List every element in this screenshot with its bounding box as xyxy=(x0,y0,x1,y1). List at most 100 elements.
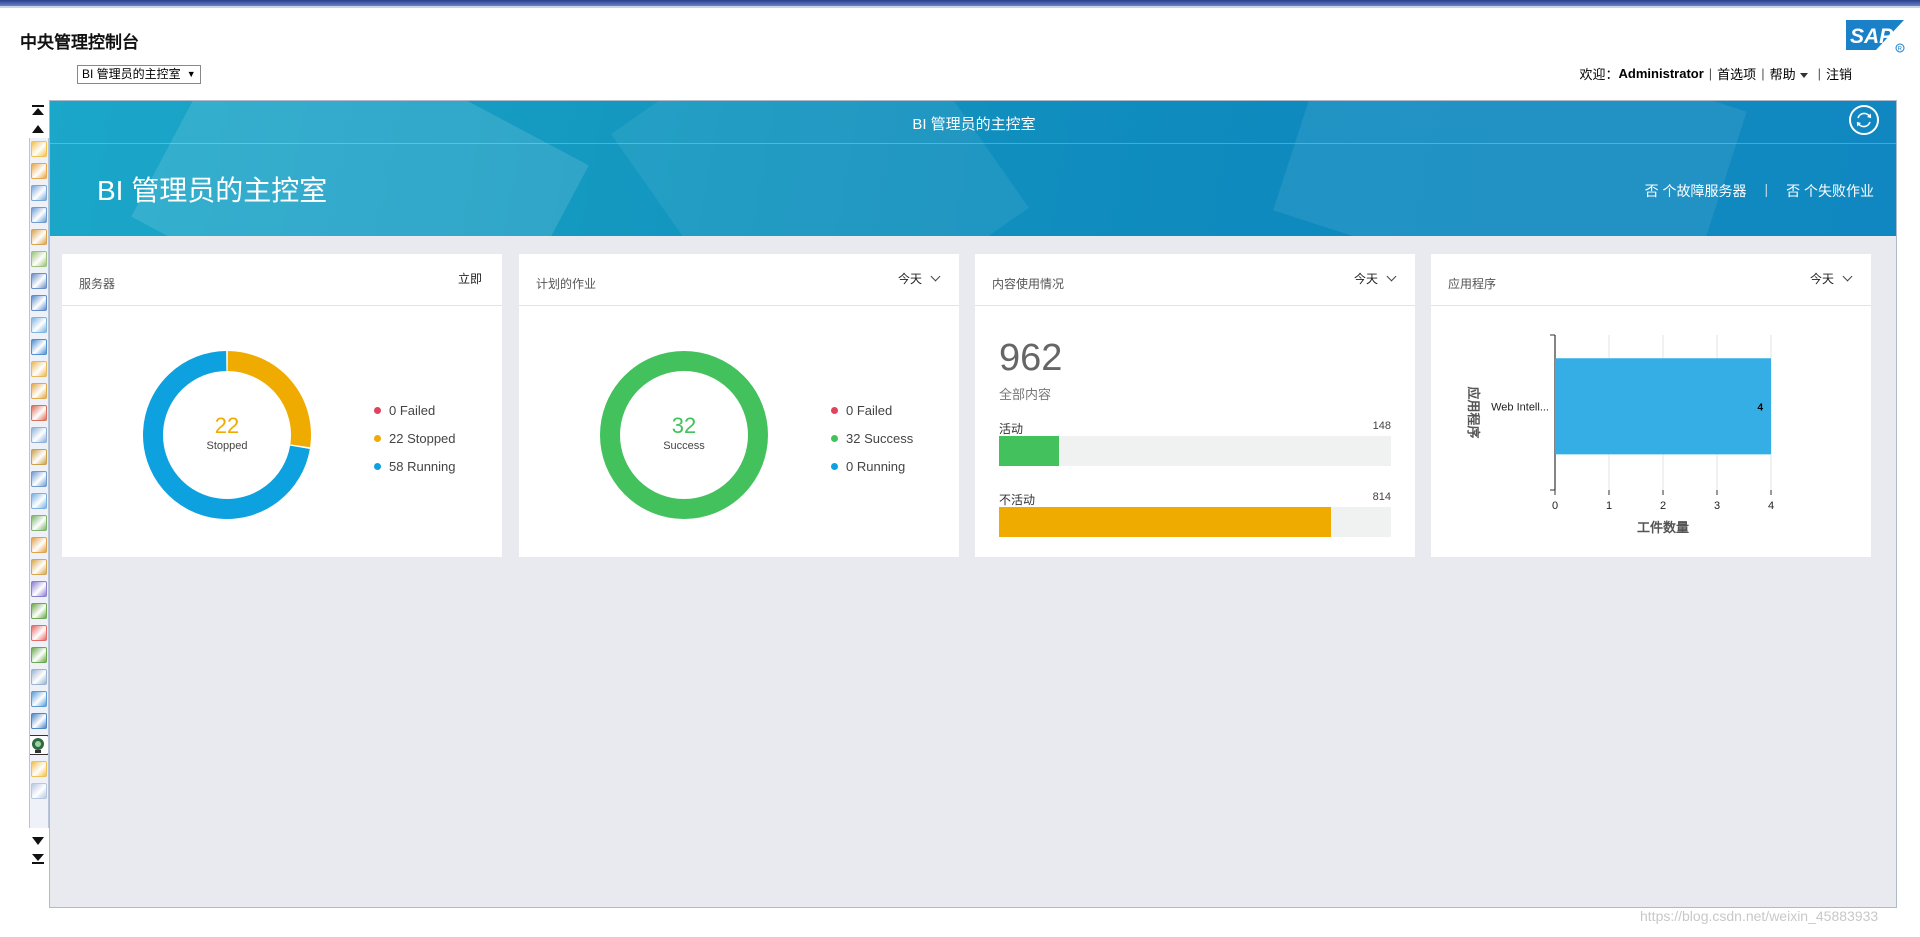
refresh-icon xyxy=(1856,112,1872,128)
legend-item-failed: 0 Failed xyxy=(831,396,913,424)
donut-slice-running xyxy=(143,351,310,519)
card-title: 内容使用情况 xyxy=(992,277,1065,291)
scroll-up-icon[interactable] xyxy=(30,122,46,136)
legend-dot-icon xyxy=(831,406,838,414)
rail-tool-icon[interactable] xyxy=(30,735,48,755)
dropdown-arrow-icon: ▼ xyxy=(186,69,196,79)
control-label: 今天 xyxy=(1353,272,1378,286)
y-axis-label: 应用程序 xyxy=(1466,386,1481,438)
rail-tool-icon[interactable] xyxy=(31,383,47,399)
chevron-down-icon xyxy=(930,271,941,282)
rail-tool-icon[interactable] xyxy=(31,295,47,311)
card-header: 计划的作业 今天 xyxy=(519,254,959,306)
legend-dot-icon xyxy=(831,462,838,470)
active-label: 活动 xyxy=(999,422,1024,436)
inactive-bar-fill xyxy=(999,507,1331,537)
banner-subtitle: BI 管理员的主控室 xyxy=(912,116,1036,133)
rail-tool-icon[interactable] xyxy=(31,647,47,663)
chevron-down-icon xyxy=(1386,271,1397,282)
watermark: https://blog.csdn.net/weixin_45883933 xyxy=(1640,908,1879,924)
servers-refresh-control[interactable]: 立即 xyxy=(458,270,482,287)
legend-item-stopped: 22 Stopped xyxy=(374,424,456,452)
app-title: 中央管理控制台 xyxy=(20,33,139,52)
legend-label: 0 Failed xyxy=(846,402,893,418)
control-label: 立即 xyxy=(457,272,482,286)
help-caret-icon xyxy=(1799,73,1808,79)
rail-tool-icon[interactable] xyxy=(31,273,47,289)
scroll-top-icon[interactable] xyxy=(30,104,46,118)
content-period-dropdown[interactable]: 今天 xyxy=(1353,270,1397,287)
legend-item-success: 32 Success xyxy=(831,424,913,452)
x-tick-label: 2 xyxy=(1660,500,1666,512)
applications-card: 应用程序 今天 0 1 2 3 4 Web Intell... 4 工件数量 应用程序 xyxy=(1431,254,1871,557)
chevron-down-icon xyxy=(1842,271,1853,282)
banner-title: BI 管理员的主控室 xyxy=(97,175,328,206)
rail-tool-icon[interactable] xyxy=(31,493,47,509)
card-header: 服务器 立即 xyxy=(62,254,502,306)
rail-tool-icon[interactable] xyxy=(31,185,47,201)
legend-item-running: 58 Running xyxy=(374,452,456,480)
rail-tool-icon[interactable] xyxy=(31,339,47,355)
main-panel: BI 管理员的主控室 BI 管理员的主控室 否 个故障服务器 | 否 个失败作业… xyxy=(49,100,1897,908)
jobs-total: 32 xyxy=(671,413,697,438)
legend-label: 22 Stopped xyxy=(389,430,456,446)
banner: BI 管理员的主控室 BI 管理员的主控室 否 个故障服务器 | 否 个失败作业 xyxy=(50,101,1896,236)
content-card: 内容使用情况 今天 962 全部内容 活动 148 不活动 814 xyxy=(975,254,1415,557)
help-menu[interactable]: 帮助 xyxy=(1770,64,1808,83)
rail-tool-icon[interactable] xyxy=(31,559,47,575)
rail-tool-icon[interactable] xyxy=(31,783,47,799)
preferences-link[interactable]: 首选项 xyxy=(1717,67,1757,82)
rail-tool-icon[interactable] xyxy=(31,449,47,465)
console-select[interactable]: BI 管理员的主控室 ▼ xyxy=(77,65,201,84)
jobs-legend: 0 Failed 32 Success 0 Running xyxy=(831,396,913,480)
rail-tool-icon[interactable] xyxy=(31,141,47,157)
rail-tool-icon[interactable] xyxy=(31,515,47,531)
rail-tool-icon[interactable] xyxy=(31,581,47,597)
donut-center: 32 Success xyxy=(599,413,769,453)
bar-0 xyxy=(1555,358,1771,455)
content-total-label: 全部内容 xyxy=(999,387,1052,402)
rail-tool-icon[interactable] xyxy=(31,251,47,267)
rail-tool-icon[interactable] xyxy=(31,691,47,707)
logout-link[interactable]: 注销 xyxy=(1825,67,1852,82)
scroll-down-icon[interactable] xyxy=(30,834,46,848)
legend-dot-icon xyxy=(374,406,381,414)
failed-jobs-link[interactable]: 否 个失败作业 xyxy=(1786,183,1874,199)
banner-link-separator: | xyxy=(1764,181,1769,197)
card-header: 应用程序 今天 xyxy=(1431,254,1871,306)
top-accent-bar xyxy=(0,0,1920,6)
banner-divider xyxy=(50,143,1896,144)
rail-tool-icon[interactable] xyxy=(31,317,47,333)
legend-label: 0 Running xyxy=(846,458,906,474)
rail-tool-icon[interactable] xyxy=(31,361,47,377)
rail-tool-icon[interactable] xyxy=(31,713,47,729)
rail-tool-icon[interactable] xyxy=(31,229,47,245)
rail-tool-icon[interactable] xyxy=(31,163,47,179)
rail-tool-icon[interactable] xyxy=(31,207,47,223)
rail-tool-icon[interactable] xyxy=(31,669,47,685)
rail-tool-icon[interactable] xyxy=(31,427,47,443)
user-bar: 欢迎： Administrator | 首选项 | 帮助 | 注销 xyxy=(1579,64,1852,83)
card-title: 计划的作业 xyxy=(536,277,597,291)
rail-tool-icon[interactable] xyxy=(31,761,47,777)
rail-tool-icon[interactable] xyxy=(31,471,47,487)
legend-label: 58 Running xyxy=(389,458,456,474)
x-tick-label: 1 xyxy=(1606,500,1612,512)
failed-servers-link[interactable]: 否 个故障服务器 xyxy=(1644,183,1747,199)
scroll-bottom-icon[interactable] xyxy=(30,852,46,866)
jobs-center-label: Success xyxy=(663,440,705,452)
rail-tool-icon[interactable] xyxy=(31,603,47,619)
servers-total: 22 xyxy=(214,413,240,438)
icon-rail xyxy=(26,100,50,870)
applications-period-dropdown[interactable]: 今天 xyxy=(1810,270,1853,287)
active-bar-fill xyxy=(999,436,1060,466)
refresh-button[interactable] xyxy=(1849,105,1879,135)
rail-tool-icon[interactable] xyxy=(31,405,47,421)
legend-item-running: 0 Running xyxy=(831,452,913,480)
content-total: 962 xyxy=(999,337,1063,379)
jobs-period-dropdown[interactable]: 今天 xyxy=(898,270,941,287)
rail-tool-icon[interactable] xyxy=(31,625,47,641)
donut-slice-stopped xyxy=(227,351,311,448)
rail-tool-icon[interactable] xyxy=(31,537,47,553)
svg-text:R: R xyxy=(1898,46,1903,52)
